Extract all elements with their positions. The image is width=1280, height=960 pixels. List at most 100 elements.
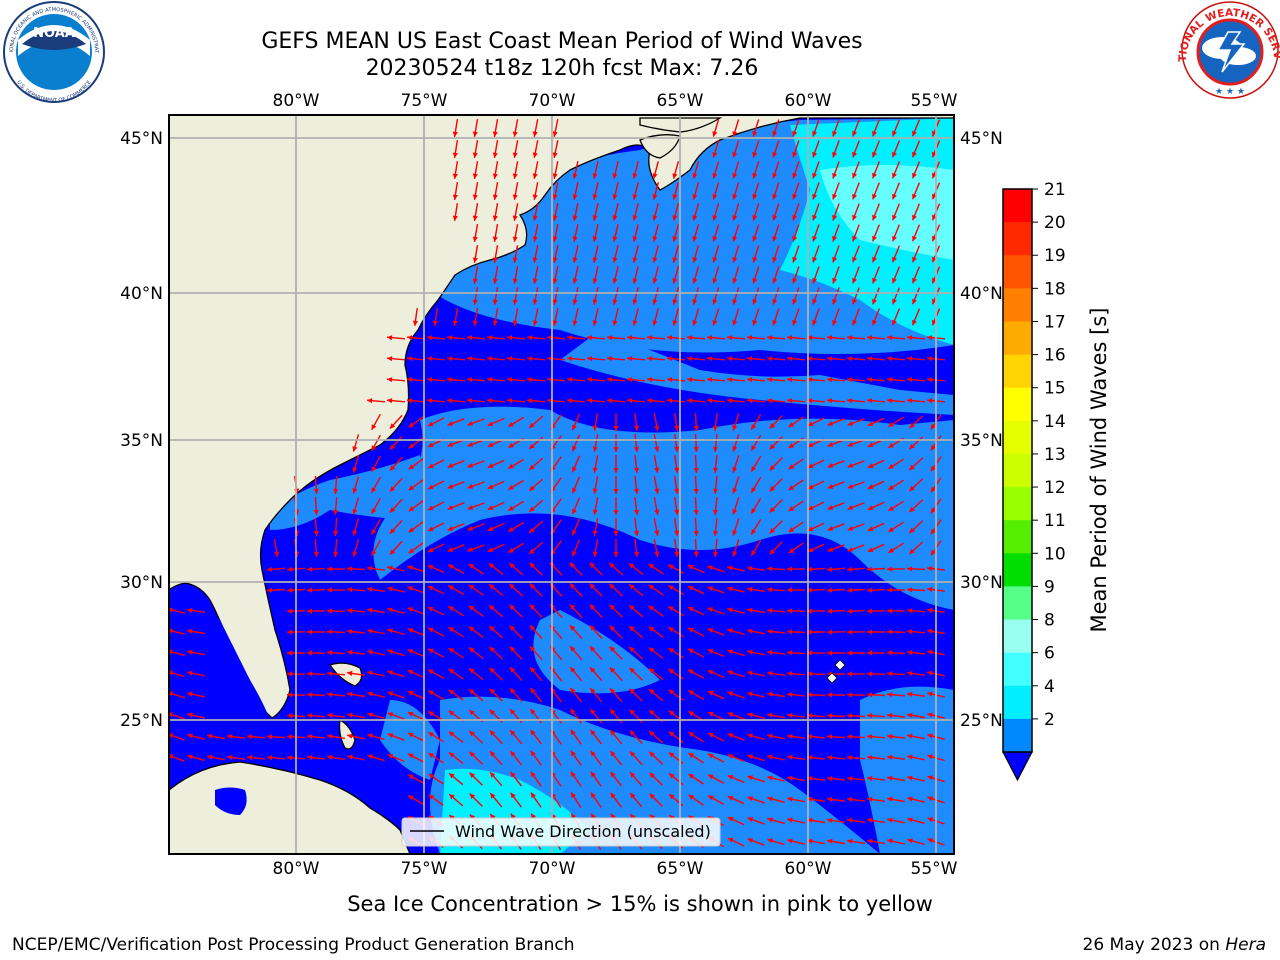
wave-vector-head	[852, 319, 857, 326]
wave-vector-head	[570, 771, 576, 778]
wave-vector-head	[529, 604, 536, 610]
wave-vector-head	[427, 565, 434, 570]
wave-vector-head	[887, 335, 893, 341]
wave-vector-head	[769, 507, 776, 513]
colorbar-tick-label: 15	[1044, 379, 1066, 399]
wave-vector-head	[892, 277, 897, 284]
wave-vector-head	[612, 278, 618, 284]
wave-vector-head	[609, 583, 615, 590]
wave-vector-head	[727, 565, 733, 571]
wave-vector-head	[892, 256, 897, 263]
wave-vector-head	[407, 649, 414, 654]
colorbar-block	[1003, 420, 1032, 455]
wave-vector-head	[492, 278, 498, 284]
wave-vector-head	[927, 335, 933, 341]
wave-vector-head	[867, 547, 874, 552]
colorbar-tick-label: 13	[1044, 445, 1066, 465]
wave-vector-head	[732, 257, 738, 263]
colorbar-block	[1003, 222, 1032, 256]
wave-vector-head	[187, 754, 193, 760]
wave-vector-head	[727, 398, 733, 404]
wave-vector-head	[847, 421, 854, 426]
wave-vector-head	[787, 377, 793, 383]
wave-vector-head	[287, 755, 293, 761]
wave-vector-head	[510, 771, 516, 778]
wave-vector-head	[752, 320, 758, 326]
wave-vector-head	[867, 650, 872, 656]
wave-vector-head	[867, 421, 874, 426]
wave-vector-head	[492, 215, 498, 221]
svg-text:★ ★ ★: ★ ★ ★	[1215, 87, 1245, 97]
wave-vector-head	[447, 526, 454, 531]
wave-vector-head	[407, 565, 413, 571]
wave-vector-head	[612, 173, 618, 179]
lat-tick-right: 40°N	[960, 284, 1003, 304]
wave-vector-head	[512, 278, 518, 284]
lat-tick-right: 45°N	[960, 129, 1003, 149]
wave-vector-head	[787, 356, 793, 362]
wave-vector-head	[892, 151, 897, 158]
wave-vector-head	[867, 442, 874, 447]
wave-vector-head	[529, 562, 535, 569]
wave-vector-head	[529, 625, 536, 631]
wave-vector-head	[452, 131, 458, 137]
wave-vector-head	[572, 320, 578, 326]
colorbar-block	[1003, 553, 1032, 587]
colorbar-tick-label: 20	[1044, 213, 1066, 233]
wave-vector-head	[367, 565, 373, 571]
wave-vector-head	[467, 546, 474, 552]
wave-vector-head	[847, 838, 853, 844]
wave-vector-head	[732, 446, 738, 452]
wave-vector-head	[708, 795, 714, 801]
wave-vector-head	[447, 484, 454, 489]
wave-vector-head	[852, 235, 857, 242]
wave-vector-head	[887, 692, 893, 698]
wave-vector-head	[827, 505, 834, 510]
wave-vector-head	[467, 377, 473, 383]
wave-vector-head	[930, 528, 936, 535]
wave-vector-head	[428, 732, 434, 738]
wave-vector-head	[492, 320, 498, 326]
wave-vector-head	[727, 670, 733, 676]
wave-vector-head	[532, 320, 538, 326]
wave-vector-head	[747, 356, 753, 362]
wave-vector-head	[169, 733, 174, 739]
wave-vector-head	[187, 670, 193, 676]
wave-vector-head	[448, 585, 454, 591]
wave-vector-head	[732, 551, 738, 557]
wave-vector-head	[509, 646, 516, 652]
wave-vector-head	[532, 299, 538, 305]
wave-vector-head	[708, 774, 714, 780]
wave-vector-head	[629, 584, 635, 590]
wave-vector-head	[609, 646, 616, 652]
wave-vector-head	[907, 335, 913, 341]
wave-vector-head	[812, 130, 818, 137]
wave-vector-head	[187, 607, 193, 613]
wave-vector-head	[612, 194, 618, 200]
wave-vector-head	[807, 335, 813, 341]
wave-vector-head	[872, 130, 877, 137]
wave-vector-head	[570, 687, 576, 694]
wave-vector-head	[827, 356, 833, 362]
wave-vector-head	[787, 608, 793, 614]
wave-vector-head	[647, 398, 653, 404]
wave-vector-head	[472, 173, 478, 179]
colorbar-block	[1003, 685, 1032, 720]
wave-vector-head	[489, 709, 496, 715]
wave-vector-head	[649, 689, 655, 695]
wave-vector-head	[687, 586, 694, 591]
wave-vector-head	[552, 215, 558, 221]
wave-vector-head	[712, 278, 718, 284]
noaa-logo-text: NOAA	[33, 26, 75, 41]
wave-vector-head	[887, 713, 893, 719]
wave-vector-head	[812, 298, 818, 305]
wave-vector-head	[887, 629, 893, 635]
wave-vector-head	[371, 466, 377, 472]
wave-vector-head	[707, 398, 713, 404]
wave-vector-head	[927, 712, 933, 718]
wave-vector-head	[472, 131, 478, 137]
wave-vector-head	[509, 667, 516, 673]
wave-vector-head	[408, 795, 414, 801]
wave-vector-head	[633, 446, 640, 452]
wave-vector-head	[907, 670, 913, 677]
